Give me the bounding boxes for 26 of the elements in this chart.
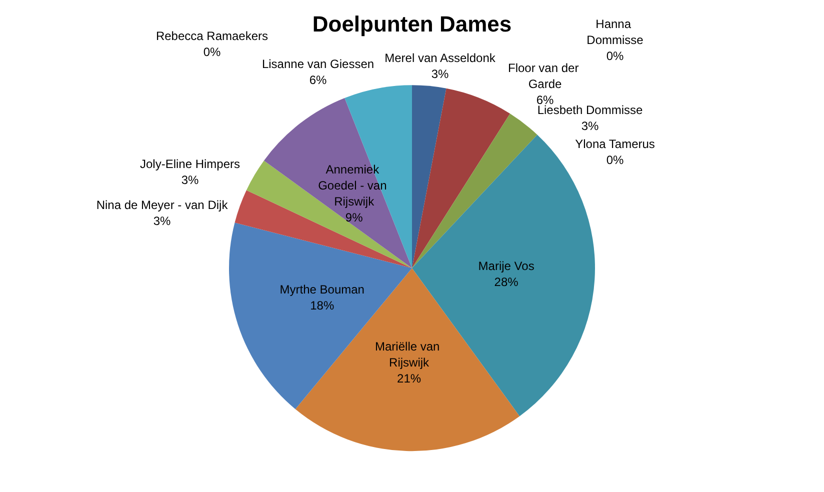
slice-label: Myrthe Bouman — [280, 282, 364, 296]
slice-label: Liesbeth Dommisse — [537, 103, 644, 117]
data-label: 3% — [581, 119, 599, 133]
category-label: Hanna Dommisse — [586, 17, 644, 47]
category-label: Rebecca Ramaekers — [156, 29, 268, 43]
slice-label: Joly-Eline Himpers — [140, 157, 240, 171]
text: 0% — [203, 45, 221, 59]
chart-title: Doelpunten Dames — [312, 12, 512, 36]
data-label: 3% — [153, 214, 171, 228]
data-label: 3% — [431, 67, 449, 81]
slice-label: Floor van der Garde — [508, 61, 582, 91]
slice-label: Annemiek Goedel - van Rijswijk — [318, 162, 390, 208]
slice-label: Merel van Asseldonk — [384, 51, 496, 65]
text: 0% — [606, 153, 624, 167]
slice-label: Mariëlle van Rijswijk — [375, 340, 444, 370]
slice-label: Nina de Meyer - van Dijk — [96, 198, 229, 212]
data-label: 6% — [309, 73, 327, 87]
slice-label: Lisanne van Giessen — [262, 57, 374, 71]
category-label: Ylona Tamerus — [575, 137, 655, 151]
data-label: 3% — [181, 173, 199, 187]
data-label: 21% — [397, 372, 422, 386]
slice-label: Marije Vos — [478, 259, 534, 274]
data-label: 18% — [310, 298, 334, 312]
data-label: 9% — [345, 210, 364, 224]
data-label: 28% — [494, 275, 519, 290]
text: 0% — [606, 49, 624, 63]
